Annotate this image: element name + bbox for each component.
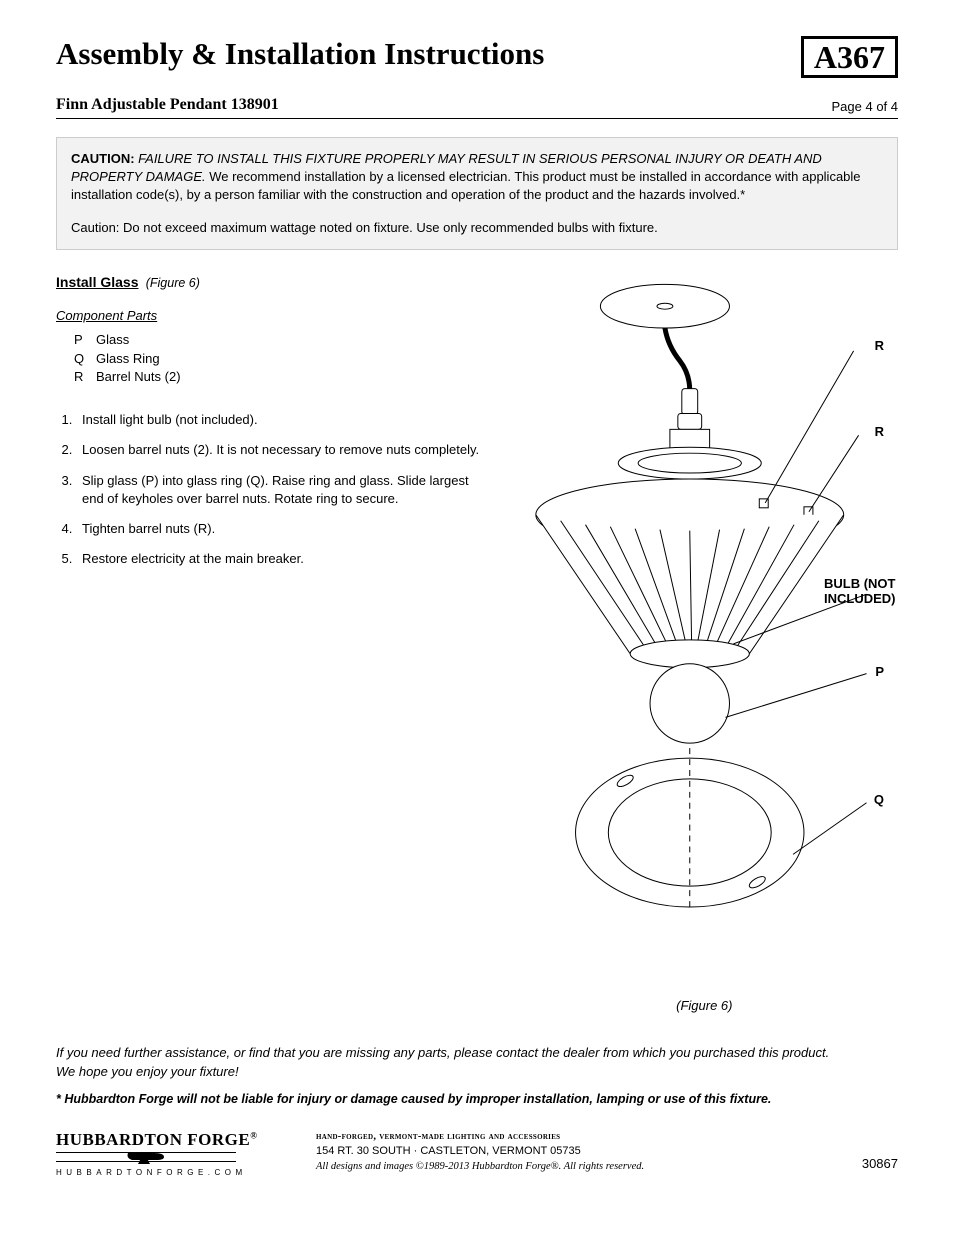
caution-label: CAUTION:: [71, 151, 135, 166]
part-name: Glass Ring: [96, 351, 160, 366]
footer-center: hand-forged, vermont-made lighting and a…: [316, 1130, 644, 1175]
part-row-r: RBarrel Nuts (2): [74, 368, 491, 387]
content-row: Install Glass (Figure 6) Component Parts…: [56, 274, 898, 1013]
callout-p: P: [875, 664, 884, 680]
website-url: HUBBARDTONFORGE.COM: [56, 1168, 266, 1177]
part-letter: P: [74, 331, 96, 350]
part-letter: R: [74, 368, 96, 387]
callout-r-2: R: [875, 424, 884, 440]
part-row-q: QGlass Ring: [74, 350, 491, 369]
footer: HUBBARDTON FORGE® HUBBARDTONFORGE.COM ha…: [56, 1130, 898, 1177]
logo-block: HUBBARDTON FORGE® HUBBARDTONFORGE.COM: [56, 1130, 266, 1177]
pendant-diagram-svg: [511, 274, 898, 974]
assist-line-2: We hope you enjoy your fixture!: [56, 1064, 239, 1079]
product-subtitle: Finn Adjustable Pendant 138901: [56, 96, 279, 114]
figure-6-diagram: R R BULB (NOT INCLUDED) P Q: [511, 274, 898, 994]
parts-list: PGlass QGlass Ring RBarrel Nuts (2): [74, 331, 491, 388]
figure-ref-inline: (Figure 6): [146, 276, 200, 290]
part-name: Glass: [96, 332, 129, 347]
step-3: Slip glass (P) into glass ring (Q). Rais…: [76, 472, 491, 508]
callout-q: Q: [874, 792, 884, 808]
anvil-icon: [56, 1152, 236, 1162]
callout-bulb: BULB (NOT INCLUDED): [824, 576, 904, 607]
part-letter: Q: [74, 350, 96, 369]
right-column: R R BULB (NOT INCLUDED) P Q (Figure 6): [511, 274, 898, 1013]
section-title: Install Glass: [56, 274, 138, 290]
steps-list: Install light bulb (not included). Loose…: [56, 411, 491, 568]
header-row: Assembly & Installation Instructions A36…: [56, 36, 898, 78]
caution-para-2: Caution: Do not exceed maximum wattage n…: [71, 219, 883, 237]
page-root: Assembly & Installation Instructions A36…: [0, 0, 954, 1207]
page-title: Assembly & Installation Instructions: [56, 36, 544, 72]
footer-tagline: hand-forged, vermont-made lighting and a…: [316, 1130, 644, 1145]
caution-box: CAUTION: FAILURE TO INSTALL THIS FIXTURE…: [56, 137, 898, 250]
left-column: Install Glass (Figure 6) Component Parts…: [56, 274, 511, 1013]
footer-copyright: All designs and images ©1989-2013 Hubbar…: [316, 1160, 644, 1175]
caution-para-1: CAUTION: FAILURE TO INSTALL THIS FIXTURE…: [71, 150, 883, 205]
brand-reg: ®: [250, 1130, 257, 1140]
step-5: Restore electricity at the main breaker.: [76, 550, 491, 568]
figure-caption: (Figure 6): [511, 998, 898, 1013]
step-1: Install light bulb (not included).: [76, 411, 491, 429]
subtitle-row: Finn Adjustable Pendant 138901 Page 4 of…: [56, 96, 898, 119]
brand-text: HUBBARDTON FORGE: [56, 1130, 250, 1149]
page-number: Page 4 of 4: [832, 99, 899, 114]
assist-line-1: If you need further assistance, or find …: [56, 1045, 829, 1060]
step-2: Loosen barrel nuts (2). It is not necess…: [76, 441, 491, 459]
doc-number: 30867: [862, 1156, 898, 1177]
sheet-code: A367: [801, 36, 898, 78]
anvil-svg: [126, 1151, 166, 1165]
callout-r-1: R: [875, 338, 884, 354]
component-parts-heading: Component Parts: [56, 308, 491, 323]
assistance-note: If you need further assistance, or find …: [56, 1043, 898, 1082]
part-row-p: PGlass: [74, 331, 491, 350]
section-header: Install Glass (Figure 6): [56, 274, 491, 290]
brand-name: HUBBARDTON FORGE®: [56, 1130, 266, 1150]
footer-address: 154 RT. 30 SOUTH · CASTLETON, VERMONT 05…: [316, 1144, 644, 1159]
step-4: Tighten barrel nuts (R).: [76, 520, 491, 538]
liability-note: * Hubbardton Forge will not be liable fo…: [56, 1092, 898, 1106]
part-name: Barrel Nuts (2): [96, 369, 181, 384]
